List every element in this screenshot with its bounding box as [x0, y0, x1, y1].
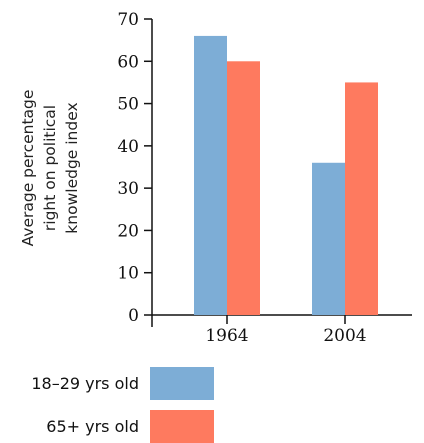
- x-tick-labels: 1964 2004: [205, 326, 366, 346]
- bar: [194, 35, 227, 316]
- legend-label: 18–29 yrs old: [31, 374, 139, 393]
- bar: [345, 82, 378, 315]
- legend-label: 65+ yrs old: [46, 417, 139, 436]
- y-tick-label: 30: [117, 179, 139, 199]
- bar: [227, 61, 260, 316]
- y-axis-title-line: right on political: [41, 105, 59, 231]
- y-axis-title-line: Average percentage: [19, 90, 37, 247]
- y-tick-label: 10: [117, 264, 139, 284]
- legend: 18–29 yrs old 65+ yrs old: [31, 367, 214, 443]
- x-tick-label: 1964: [205, 326, 248, 346]
- y-tick-label: 60: [117, 52, 139, 72]
- legend-swatch: [150, 410, 214, 443]
- x-tick-label: 2004: [323, 326, 366, 346]
- axes: 0 10 20 30 40 50 60 70: [117, 10, 412, 327]
- y-tick-label: 40: [117, 137, 139, 157]
- y-axis-title: Average percentage right on political know…: [19, 90, 81, 247]
- bars: [194, 35, 378, 316]
- legend-swatch: [150, 367, 214, 400]
- y-axis-title-line: knowledge index: [63, 102, 81, 233]
- y-tick-label: 20: [117, 221, 139, 241]
- bar: [312, 162, 345, 315]
- y-tick-label: 70: [117, 10, 139, 30]
- y-tick-label: 0: [128, 306, 139, 326]
- y-tick-label: 50: [117, 95, 139, 115]
